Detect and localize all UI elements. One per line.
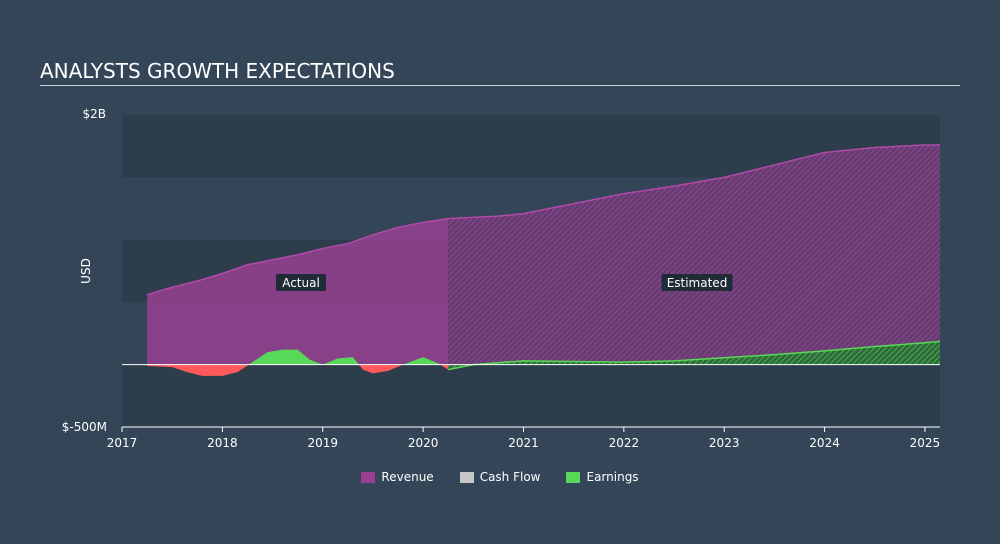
series-areas bbox=[146, 144, 941, 376]
legend-swatch-cash-flow bbox=[459, 471, 474, 483]
legend: Revenue Cash Flow Earnings bbox=[0, 470, 1000, 484]
y-tick-label: $2B bbox=[82, 107, 106, 121]
revenue-area-estimated bbox=[448, 144, 940, 365]
annotation-actual-text: Actual bbox=[282, 276, 320, 290]
x-tick-label: 2021 bbox=[508, 436, 539, 450]
axes bbox=[121, 364, 940, 432]
x-tick-label: 2024 bbox=[809, 436, 840, 450]
revenue-area-actual bbox=[147, 218, 449, 365]
annotation-estimated-bg bbox=[661, 274, 733, 291]
legend-label-revenue: Revenue bbox=[381, 470, 434, 484]
x-tick-label: 2018 bbox=[207, 436, 238, 450]
revenue-line bbox=[146, 144, 940, 296]
legend-item-revenue[interactable]: Revenue bbox=[361, 470, 434, 484]
chart-labels: 2017 2018 2019 2020 2021 2022 2023 2024 2025 $2B $… bbox=[62, 107, 940, 450]
legend-item-earnings[interactable]: Earnings bbox=[566, 470, 639, 484]
earnings-area-positive bbox=[147, 349, 449, 365]
legend-item-cash-flow[interactable]: Cash Flow bbox=[459, 470, 541, 484]
annotation-actual-bg bbox=[276, 274, 326, 291]
legend-label-earnings: Earnings bbox=[586, 470, 639, 484]
x-tick-label: 2019 bbox=[307, 436, 338, 450]
x-tick-label: 2017 bbox=[107, 436, 138, 450]
earnings-area-estimated bbox=[448, 341, 940, 370]
x-tick-label: 2025 bbox=[910, 436, 941, 450]
x-tick-label: 2023 bbox=[709, 436, 740, 450]
y-tick-label: $-500M bbox=[62, 420, 107, 434]
annotation-estimated: Estimated bbox=[661, 274, 733, 291]
annotation-actual: Actual bbox=[276, 274, 326, 291]
earnings-line-estimated bbox=[448, 340, 941, 371]
x-tick-label: 2022 bbox=[609, 436, 640, 450]
legend-swatch-revenue bbox=[361, 471, 376, 483]
chart-title: ANALYSTS GROWTH EXPECTATIONS bbox=[40, 59, 395, 83]
legend-label-cash-flow: Cash Flow bbox=[479, 470, 541, 484]
title-divider bbox=[40, 85, 960, 86]
x-tick-label: 2020 bbox=[408, 436, 439, 450]
annotation-estimated-text: Estimated bbox=[667, 276, 728, 290]
earnings-area-negative bbox=[147, 364, 449, 376]
background-band bbox=[122, 364, 940, 427]
y-axis-label: USD bbox=[79, 258, 93, 284]
legend-swatch-earnings bbox=[566, 471, 581, 483]
